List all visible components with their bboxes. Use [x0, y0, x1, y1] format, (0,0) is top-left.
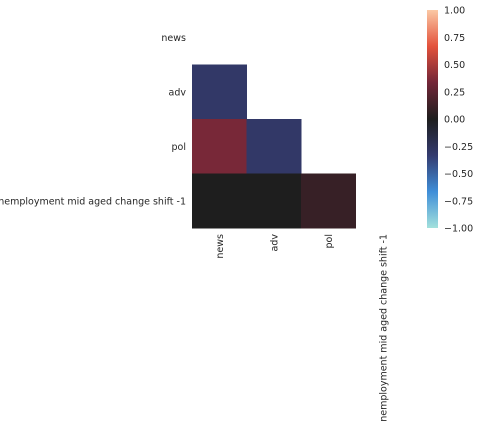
heatmap-cell-1-0 [192, 65, 247, 120]
colorbar-tick-label: 1.00 [444, 6, 465, 17]
heatmap-cells [192, 65, 356, 229]
y-tick-label: news [161, 33, 186, 44]
y-tick-labels: news adv pol unemployment mid aged change s… [0, 33, 186, 208]
heatmap-cell-2-0 [192, 119, 247, 174]
x-tick-label: pol [324, 234, 335, 248]
colorbar-tick-label: 0.50 [444, 60, 465, 71]
y-tick-label: adv [169, 87, 187, 98]
colorbar-tick-label: −0.75 [444, 196, 473, 207]
heatmap-cell-3-1 [247, 174, 302, 229]
x-tick-label: unemployment mid aged change shift -1 [378, 234, 389, 421]
x-tick-label: news [215, 234, 226, 259]
y-tick-label: pol [172, 142, 186, 153]
heatmap-cell-2-1 [247, 119, 302, 174]
heatmap-cell-3-2 [301, 174, 356, 229]
colorbar-tick-label: −1.00 [444, 224, 473, 235]
colorbar-tick-label: −0.25 [444, 142, 473, 153]
colorbar: 1.00 0.75 0.50 0.25 0.00 −0.25 −0.50 −0.75 −1.00 [427, 6, 473, 235]
colorbar-ticks: 1.00 0.75 0.50 0.25 0.00 −0.25 −0.50 −0.75 −1.00 [444, 6, 473, 235]
colorbar-tick-label: 0.25 [444, 87, 465, 98]
colorbar-tick-label: 0.00 [444, 115, 465, 126]
y-tick-label: unemployment mid aged change shift -1 [0, 196, 186, 207]
colorbar-tick-label: −0.50 [444, 169, 473, 180]
x-tick-label: adv [269, 234, 280, 252]
x-tick-labels: news adv pol unemployment mid aged change s… [215, 234, 390, 421]
heatmap-cell-3-0 [192, 174, 247, 229]
colorbar-tick-label: 0.75 [444, 33, 465, 44]
colorbar-gradient [427, 10, 438, 228]
